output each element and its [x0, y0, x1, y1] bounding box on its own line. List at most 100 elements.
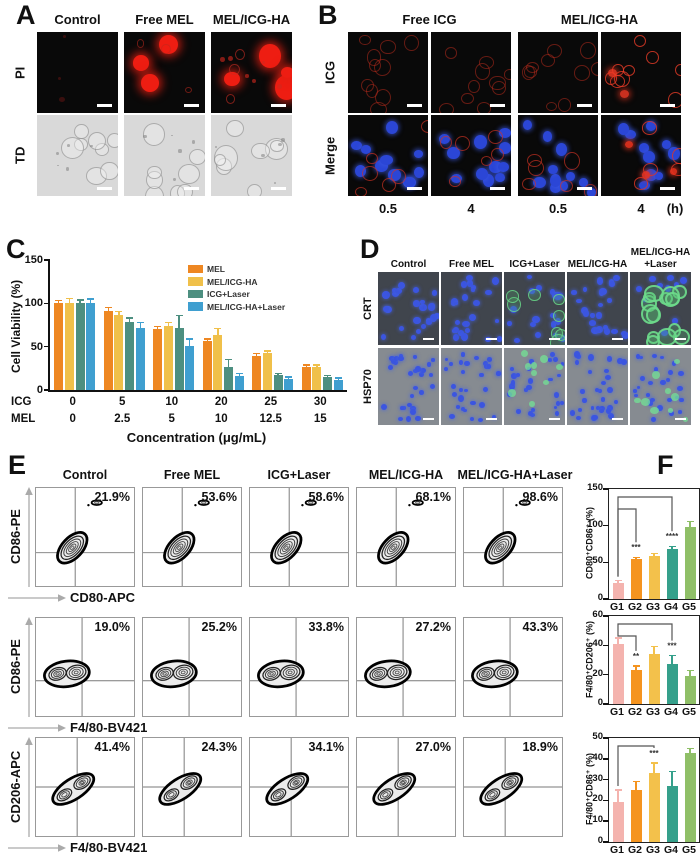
cell — [682, 417, 689, 423]
error-cap — [154, 326, 162, 328]
cell — [590, 312, 595, 318]
flow-percentage: 58.6% — [308, 490, 344, 504]
cell — [226, 120, 244, 138]
error-cap — [126, 317, 134, 319]
legend-item: MEL/ICG-HA+Laser — [188, 302, 285, 312]
bar — [75, 303, 85, 390]
cell — [633, 177, 649, 190]
cell — [621, 330, 628, 336]
cell — [474, 135, 487, 150]
cell — [553, 293, 565, 306]
cell — [445, 47, 458, 59]
x-tick-label: 5 — [168, 413, 175, 425]
y-axis-arrow — [25, 487, 33, 587]
error-cap — [302, 364, 310, 366]
chart-c-plot-area: MEL MEL/ICG-HA ICG+Laser MEL/ICG-HA+Laser — [44, 259, 347, 392]
cell — [380, 404, 387, 411]
cell — [667, 398, 672, 403]
cell — [530, 362, 538, 370]
panel-e-label: E — [8, 450, 27, 480]
cell — [403, 176, 416, 188]
error-bar — [617, 580, 619, 583]
cell — [549, 334, 565, 345]
cell — [453, 301, 459, 306]
x-axis-arrow — [8, 844, 66, 852]
error-cap — [686, 669, 694, 671]
flow-plot-r1-melicgha: 68.1% — [356, 487, 456, 587]
x-cat-label: G3 — [645, 601, 660, 613]
cell — [545, 101, 557, 112]
y-tick-mark — [603, 820, 609, 822]
error-bar — [337, 377, 339, 380]
flow-plot-r1-melicghalaser: 98.6% — [463, 487, 563, 587]
error-bar — [118, 311, 120, 315]
bar — [612, 582, 624, 599]
y-tick-mark — [603, 524, 609, 527]
x-tick-label: 10 — [214, 413, 228, 425]
error-cap — [65, 297, 73, 299]
cell — [419, 368, 426, 373]
cell — [528, 288, 541, 302]
bar — [262, 352, 272, 390]
error-cap — [334, 377, 342, 379]
cell — [532, 316, 540, 323]
cell — [251, 142, 271, 160]
cell — [366, 152, 378, 165]
cell — [421, 119, 428, 133]
cell — [514, 338, 521, 344]
micro-image-td-control — [37, 115, 118, 196]
cell — [274, 75, 292, 101]
cell — [479, 372, 484, 378]
x-cat-label: G3 — [645, 706, 660, 718]
cell — [463, 409, 468, 413]
cell — [468, 79, 481, 94]
flow-percentage: 18.9% — [522, 740, 558, 754]
error-bar — [635, 665, 637, 671]
cell — [387, 365, 393, 371]
cell — [394, 355, 400, 362]
cell — [399, 326, 405, 332]
cell — [530, 407, 536, 412]
bar — [648, 556, 660, 599]
cell — [646, 335, 661, 345]
flow-contour-svg — [250, 488, 348, 586]
cell — [178, 149, 182, 153]
cell — [412, 287, 419, 294]
x-tick-label: 0 — [69, 413, 76, 425]
cell — [273, 182, 276, 184]
cell — [594, 387, 599, 392]
error-cap — [650, 646, 658, 648]
x-tick-label: 30 — [313, 396, 327, 408]
cell — [468, 313, 476, 321]
error-bar — [653, 646, 655, 655]
error-bar — [671, 771, 673, 786]
legend-label: ICG+Laser — [207, 289, 250, 299]
flow-percentage: 24.3% — [201, 740, 237, 754]
cell — [57, 164, 60, 167]
cell — [359, 34, 371, 46]
flow-contour-svg — [464, 488, 562, 586]
legend-swatch — [188, 302, 203, 311]
x-axis-arrow — [8, 594, 66, 602]
cell — [619, 90, 630, 99]
cell — [648, 275, 656, 283]
cell — [462, 321, 470, 328]
y-tick-mark — [44, 302, 50, 305]
flow-percentage: 68.1% — [415, 490, 451, 504]
y-tick-mark — [603, 703, 609, 705]
cell — [641, 121, 658, 135]
micro-image-hsp70-melicgha — [567, 348, 628, 425]
flow-contour-svg — [36, 618, 134, 716]
cell — [482, 386, 488, 392]
flow-plot-r2-melicgha: 27.2% — [356, 617, 456, 717]
cell — [56, 152, 59, 155]
cell — [547, 358, 553, 362]
bar — [163, 325, 173, 390]
cell — [458, 329, 465, 337]
cell — [458, 395, 464, 402]
bar — [284, 378, 294, 390]
panel-d-label: D — [360, 234, 380, 264]
panel-d-row-label-crt: CRT — [362, 297, 374, 320]
legend: MEL MEL/ICG-HA ICG+Laser MEL/ICG-HA+Laser — [188, 264, 285, 314]
legend-swatch — [188, 264, 203, 274]
